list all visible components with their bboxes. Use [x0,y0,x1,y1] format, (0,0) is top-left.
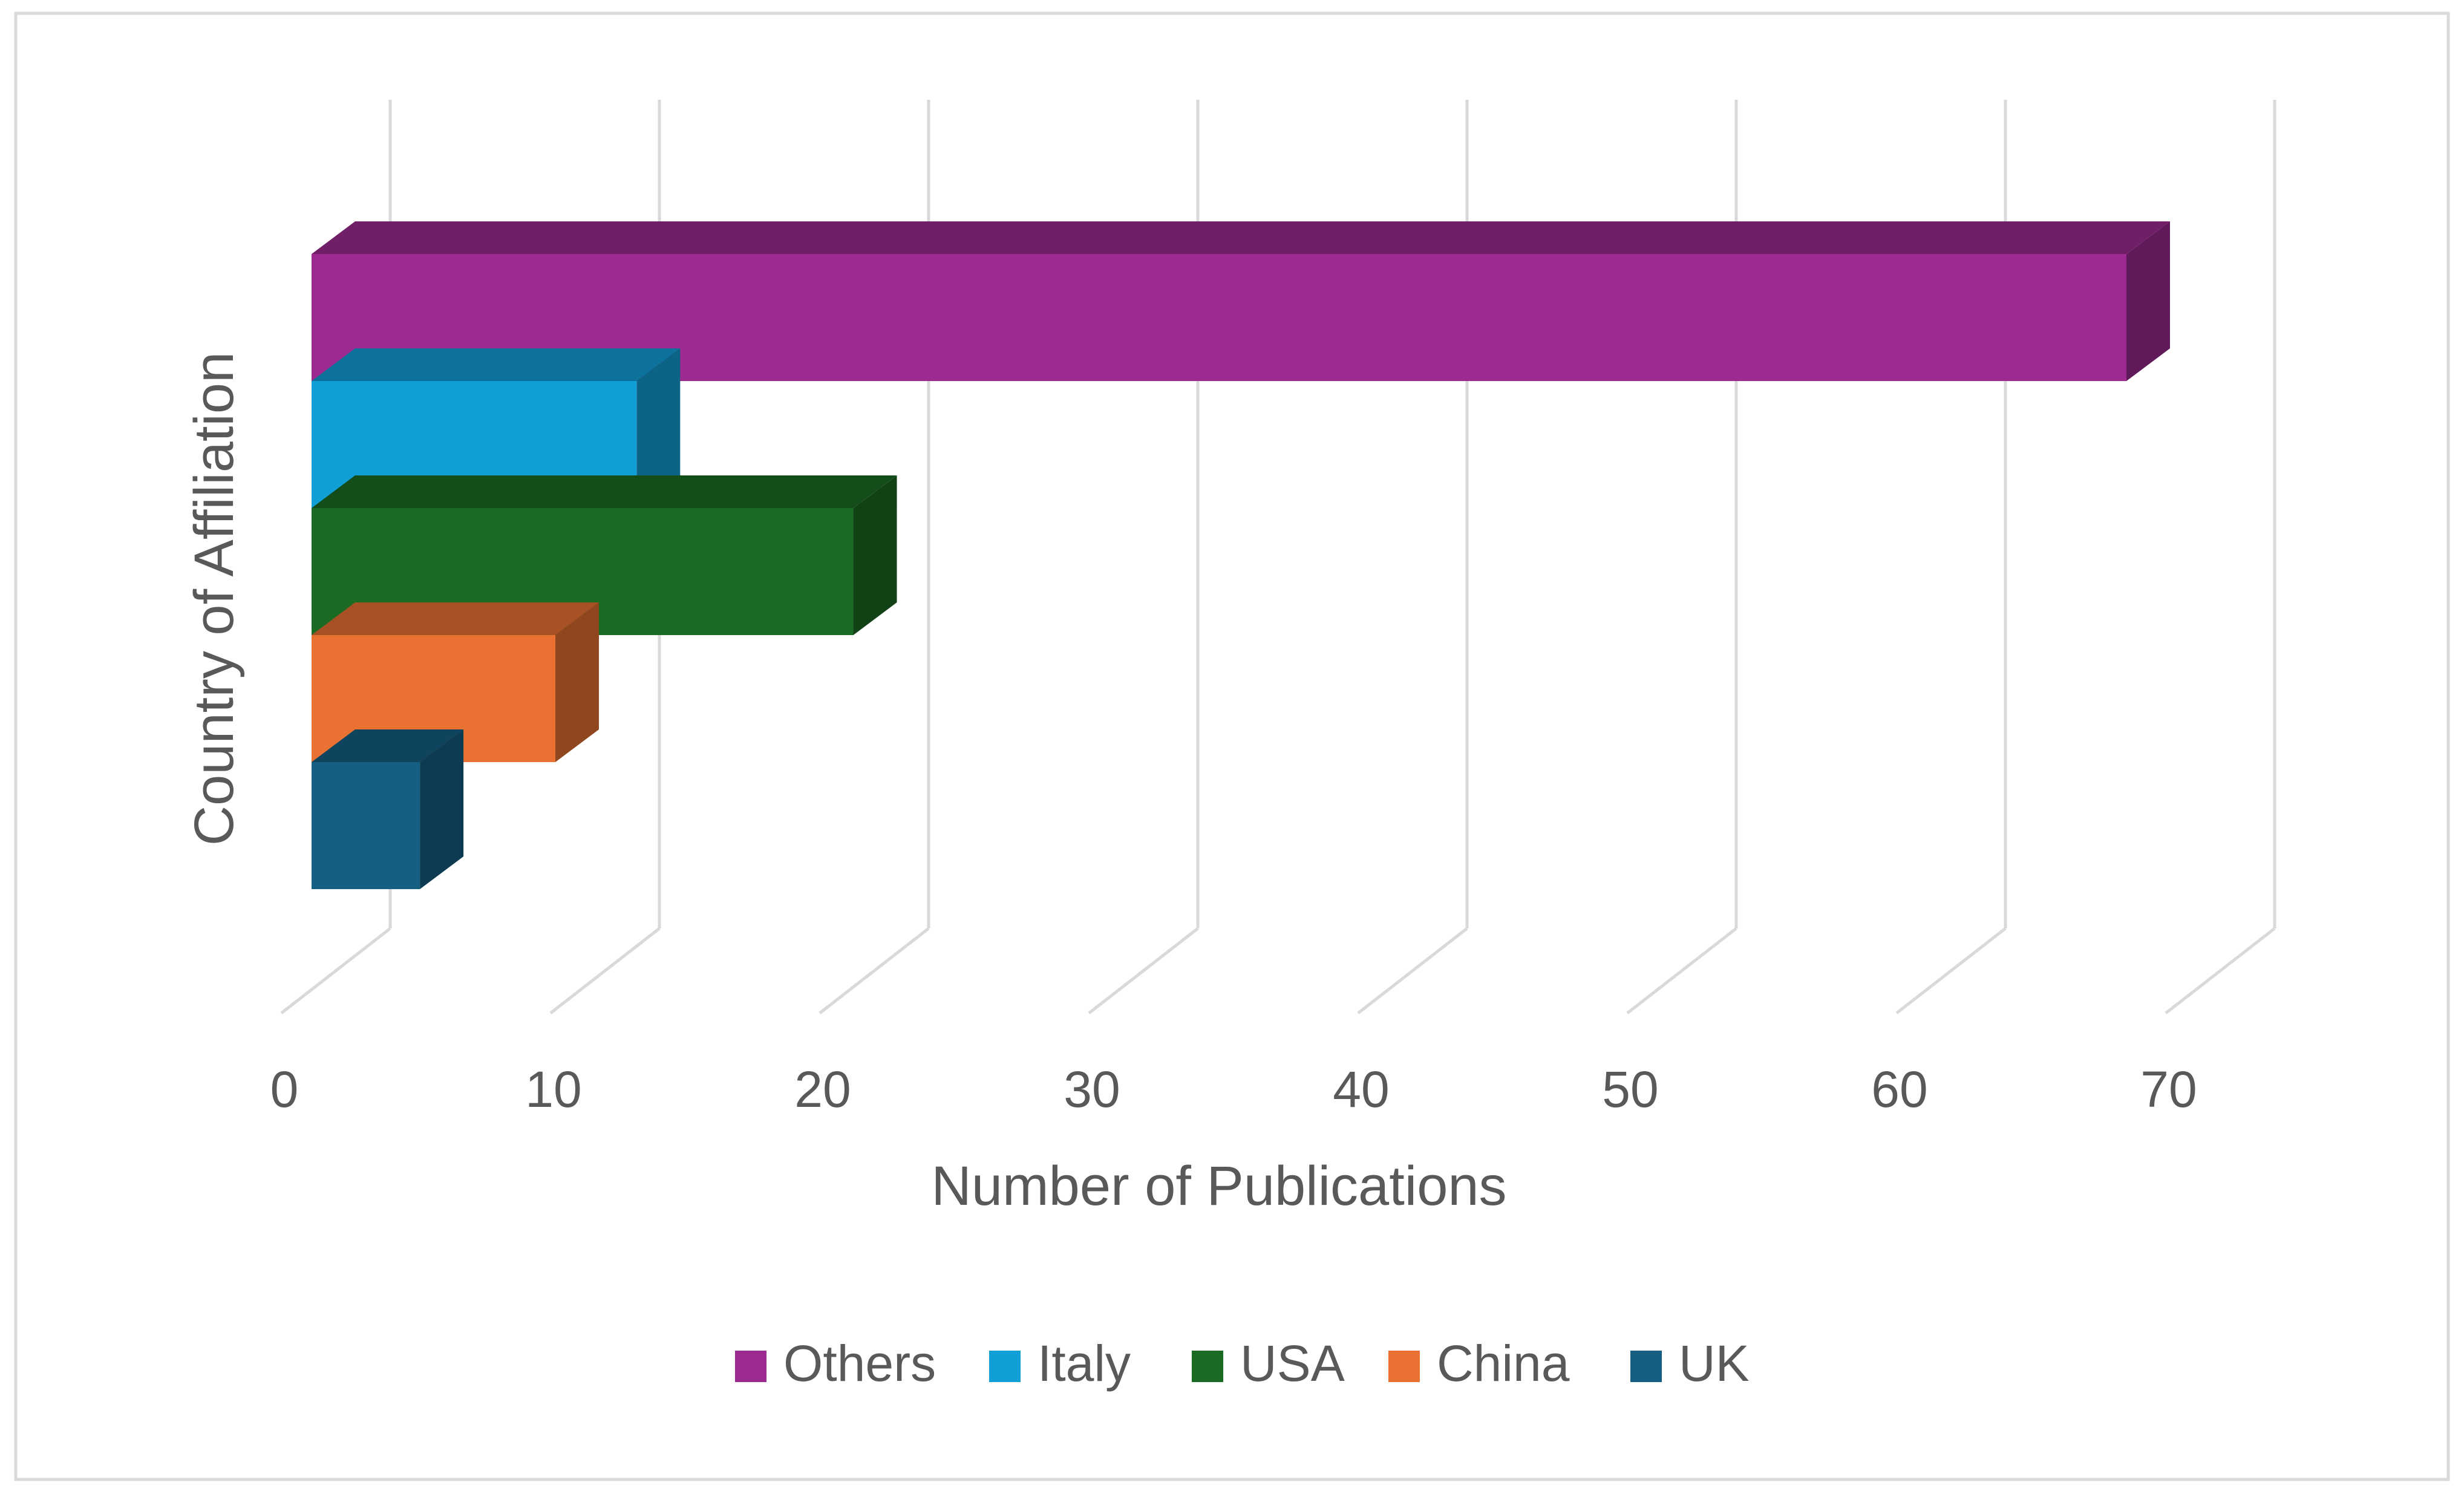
legend-label: Italy [1038,1335,1131,1392]
x-tick-label: 70 [2140,1061,2197,1118]
bar-front-face [312,762,420,889]
x-tick-label: 60 [1871,1061,1927,1118]
legend: Others Italy USA China UK [735,1335,1750,1392]
legend-item-usa: USA [1192,1335,1345,1392]
legend-swatch [735,1351,766,1382]
bar-uk [312,729,464,889]
x-tick-label: 30 [1064,1061,1120,1118]
bar-side-face [2126,221,2170,381]
bar-top-face [312,729,464,762]
floor-gridline [1088,927,1199,1014]
legend-swatch [1192,1351,1223,1382]
x-axis-title: Number of Publications [931,1155,1506,1217]
floor-gridline [1895,927,2007,1014]
legend-item-uk: UK [1630,1335,1750,1392]
x-tick-label: 20 [794,1061,851,1118]
bar-top-face [312,221,2170,254]
y-axis-title: Country of Affiliation [183,352,245,846]
legend-swatch [989,1351,1021,1382]
floor-gridline [1357,927,1468,1014]
floor-gridline [280,927,391,1014]
bars [312,221,2170,889]
x-tick-label: 40 [1333,1061,1389,1118]
legend-label: USA [1240,1335,1345,1392]
x-tick-label: 50 [1602,1061,1658,1118]
bar-side-face [555,602,599,762]
legend-item-italy: Italy [989,1335,1131,1392]
legend-item-china: China [1388,1335,1570,1392]
bar-side-face [853,475,897,635]
legend-item-others: Others [735,1335,936,1392]
x-tick-label: 10 [525,1061,581,1118]
bar-top-face [312,475,897,508]
bar-side-face [420,729,464,889]
bar-side-face [636,348,681,508]
floor-gridline [819,927,930,1014]
legend-label: Others [783,1335,936,1392]
floor-gridline [1626,927,1737,1014]
bar-top-face [312,348,681,381]
legend-swatch [1388,1351,1420,1382]
floor-gridline [549,927,661,1014]
floor-gridline [2165,927,2276,1014]
bar-top-face [312,602,599,635]
x-tick-label: 0 [270,1061,299,1118]
legend-label: UK [1679,1335,1750,1392]
x-tick-labels: 0 10 20 30 40 50 60 70 [270,1061,2197,1118]
legend-swatch [1630,1351,1662,1382]
legend-label: China [1437,1335,1570,1392]
